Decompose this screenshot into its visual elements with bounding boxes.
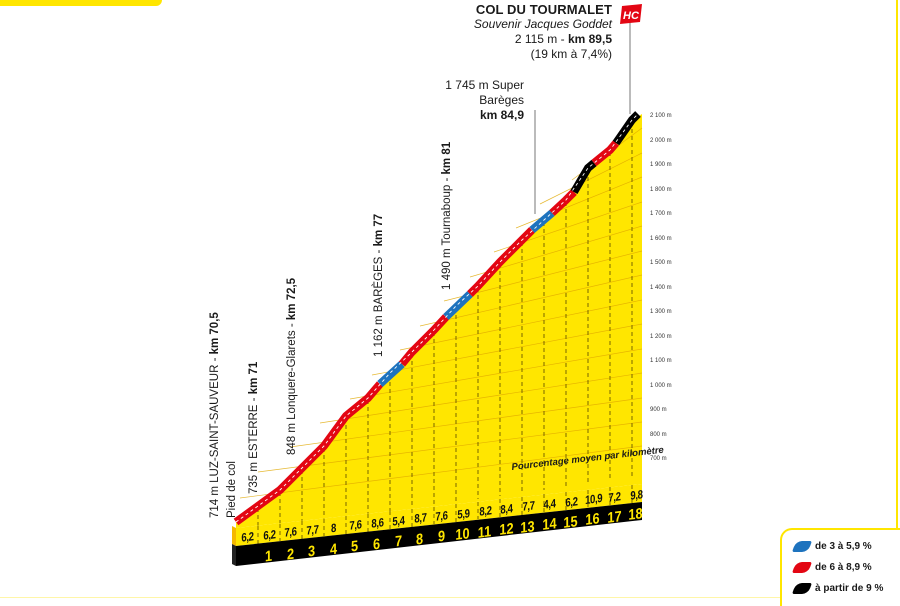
altitude-tick: 1 400 m [650,284,672,291]
waypoint-pied-de-col: Pied de col [226,461,238,518]
altitude-tick: 1 800 m [650,186,672,193]
summit-subtitle: Souvenir Jacques Goddet [473,17,612,31]
km-number: 14 [542,515,557,535]
waypoint-esterre: 735 m ESTERRE - km 71 [248,361,260,494]
waypoint-super-bareges: 1 745 m Super Barèges km 84,9 [445,78,524,122]
altitude-tick: 1 000 m [650,382,672,389]
km-number: 8 [416,530,424,549]
km-number: 3 [308,542,316,561]
altitude-tick: 1 500 m [650,260,672,266]
km-number: 17 [607,507,622,527]
legend-item-blue: de 3 à 5,9 % [782,536,900,557]
black-swatch-icon [791,583,813,594]
percentage-value: 8,4 [500,500,513,517]
km-number: 18 [628,505,643,525]
summit-climb: (19 km à 7,4%) [530,47,612,61]
km-number: 15 [563,512,578,532]
altitude-tick: 1 100 m [650,358,672,364]
altitude-tick: 1 900 m [650,162,672,168]
percentage-value: 5,4 [392,512,405,529]
gradient-legend: de 3 à 5,9 % de 6 à 8,9 % à partir de 9 … [780,528,900,606]
km-number: 4 [329,540,337,559]
percentage-value: 6,2 [263,526,276,543]
km-number: 7 [394,532,402,551]
legend-item-black: à partir de 9 % [782,578,900,599]
summit-altitude: 2 115 m - km 89,5 [514,32,612,46]
km-number: 1 [264,547,273,566]
waypoint-lonquere-glarets: 848 m Lonquere-Glarets - km 72,5 [286,277,298,455]
km-number: 13 [520,517,535,537]
percentage-value: 9,8 [630,486,643,503]
frame-border-bottom [0,597,900,598]
km-number: 10 [455,525,470,544]
percentage-value: 7,6 [435,508,448,524]
km-number: 12 [499,520,514,539]
hc-flag-icon [620,4,642,24]
waypoint-bareges: 1 162 m BARÈGES - km 77 [373,213,385,357]
percentage-value: 7,7 [522,498,535,515]
km-number: 9 [437,527,445,546]
percentage-value: 8,2 [479,503,492,519]
percentage-value: 7,7 [306,522,319,538]
percentage-value: 4,4 [543,496,556,512]
percentage-value: 7,6 [284,524,297,541]
altitude-tick: 2 100 m [650,113,672,119]
percentage-value: 8,6 [371,515,384,531]
altitude-tick: 900 m [650,407,667,413]
header-tab [0,0,162,6]
percentage-value: 8,7 [414,510,427,526]
percentage-value: 10,9 [584,491,602,508]
km-number: 16 [585,510,600,530]
blue-swatch-icon [791,541,813,552]
percentage-value: 7,6 [349,517,362,534]
percentage-value: 5,9 [457,505,470,522]
altitude-tick: 2 000 m [650,137,672,144]
red-swatch-icon [791,562,813,573]
legend-item-red: de 6 à 8,9 % [782,557,900,578]
percentage-value: 6,2 [565,493,578,510]
percentage-value: 7,2 [608,489,621,505]
waypoint-tournaboup: 1 490 m Tournaboup - km 81 [441,141,453,290]
altitude-tick: 1 600 m [650,235,672,242]
svg-text:HC: HC [623,10,640,22]
altitude-tick: 800 m [650,431,667,438]
altitude-tick: 1 300 m [650,309,672,315]
percentage-value: 6,2 [241,529,254,545]
altitude-tick: 1 700 m [650,211,672,217]
summit-label: COL DU TOURMALET Souvenir Jacques Goddet… [474,2,612,62]
km-number: 2 [286,545,294,563]
percentage-value: 8 [331,520,337,535]
km-number: 11 [477,522,492,542]
km-number: 5 [351,537,359,556]
km-number: 6 [372,535,381,554]
altitude-tick: 700 m [650,456,667,462]
frame-border [896,0,898,599]
waypoint-luz-saint-sauveur: 714 m LUZ-SAINT-SAUVEUR - km 70,5 [209,312,221,518]
summit-name: COL DU TOURMALET [475,2,612,17]
altitude-tick: 1 200 m [650,333,672,340]
